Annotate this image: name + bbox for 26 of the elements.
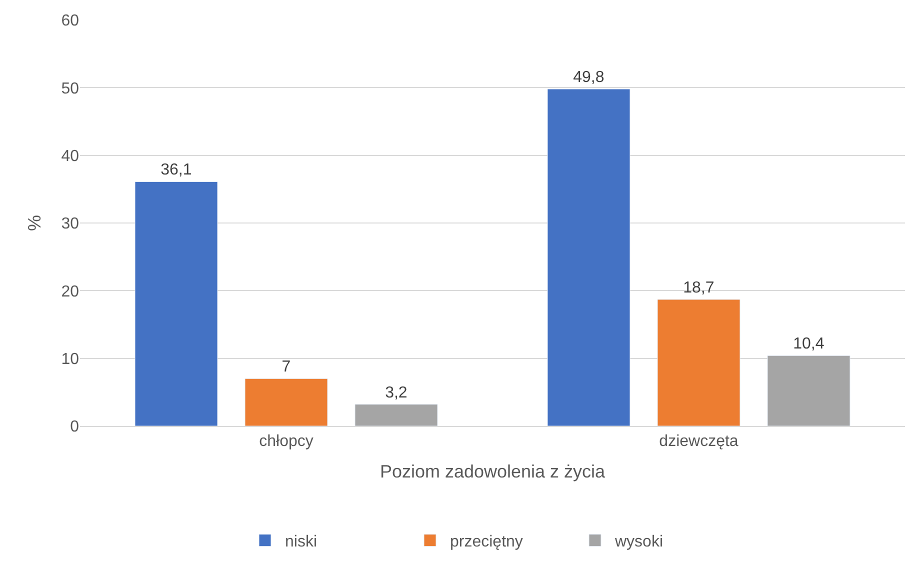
bar bbox=[134, 181, 218, 426]
y-tick-label: 60 bbox=[61, 12, 80, 30]
y-tick-label: 50 bbox=[61, 80, 80, 98]
x-tick-label: dziewczęta bbox=[659, 433, 738, 450]
bar bbox=[354, 404, 438, 426]
data-label: 10,4 bbox=[793, 336, 824, 353]
legend-label: przeciętny bbox=[450, 534, 523, 551]
data-label: 36,1 bbox=[160, 162, 192, 179]
legend-label: niski bbox=[285, 534, 318, 551]
y-axis-title: % bbox=[24, 214, 44, 232]
data-label: 7 bbox=[282, 358, 291, 376]
y-tick-label: 20 bbox=[61, 283, 80, 300]
bar bbox=[244, 378, 328, 426]
x-axis-title: Poziom zadowolenia z życia bbox=[380, 461, 606, 482]
x-tick-label: chłopcy bbox=[259, 433, 314, 450]
data-label: 3,2 bbox=[385, 384, 408, 402]
bar bbox=[657, 299, 740, 426]
bar bbox=[547, 88, 630, 426]
bar bbox=[767, 355, 850, 426]
y-tick-label: 30 bbox=[61, 216, 80, 233]
data-label: 18,7 bbox=[683, 279, 714, 296]
legend-label: wysoki bbox=[614, 534, 664, 551]
data-label: 49,8 bbox=[573, 69, 604, 86]
y-tick-label: 40 bbox=[61, 148, 80, 165]
y-tick-label: 10 bbox=[61, 350, 80, 368]
y-tick-label: 0 bbox=[70, 418, 80, 436]
